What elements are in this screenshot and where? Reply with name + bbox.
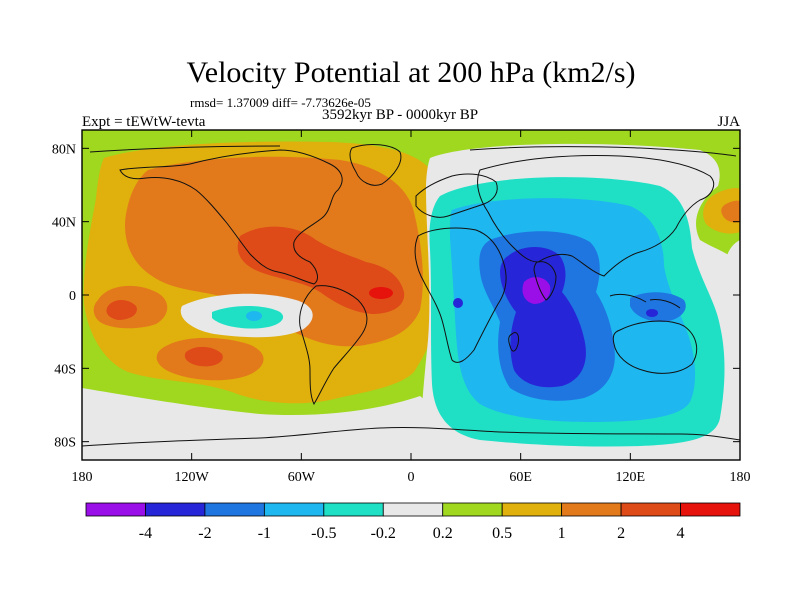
map-title: Velocity Potential at 200 hPa (km2/s)	[186, 56, 635, 89]
lat-tick-label: 40N	[52, 216, 76, 231]
lon-tick-label: 60E	[509, 470, 532, 485]
contour-fill-negative-4b	[453, 298, 463, 308]
contour-fill-negative-1-west	[246, 311, 262, 321]
coastline-south-america	[299, 285, 368, 406]
lon-tick-label: 180	[72, 470, 93, 485]
colorbar-label: -0.5	[311, 525, 336, 542]
coastline-indonesia	[609, 293, 681, 309]
lat-tick-label: 40S	[54, 362, 76, 377]
coastline-europe	[415, 173, 498, 218]
contour-fill-positive-2b	[106, 300, 137, 320]
season-label: JJA	[717, 114, 740, 130]
contour-fill-negative-min	[522, 277, 551, 304]
colorbar-swatch	[85, 502, 146, 517]
colorbar-label: -0.2	[371, 525, 396, 542]
colorbar-label: -4	[139, 525, 152, 542]
coastline-asia	[477, 155, 715, 277]
lon-tick-label: 120E	[616, 470, 646, 485]
colorbar-swatch	[442, 502, 503, 517]
coastline-arctic	[89, 145, 737, 157]
contour-fill-negative-4	[500, 247, 586, 388]
contour-fill-negative-0.2-south	[82, 388, 452, 460]
stats-line: rmsd= 1.37009 diff= -7.73626e-05	[190, 95, 371, 110]
contour-fill-negative-4c	[646, 309, 658, 317]
colorbar-label: 4	[677, 525, 685, 542]
coastline-greenland	[349, 144, 402, 186]
coastline-africa	[414, 227, 507, 363]
map-panel	[82, 130, 740, 460]
period-label: 3592kyr BP - 0000kyr BP	[322, 107, 478, 123]
colorbar-swatch	[561, 502, 622, 517]
coastline-india	[533, 261, 557, 301]
colorbar-swatch	[382, 502, 444, 517]
colorbar-swatch	[204, 502, 265, 517]
colorbar-label: 2	[617, 525, 625, 542]
colorbar-swatch	[620, 502, 681, 517]
lon-tick-label: 120W	[175, 470, 210, 485]
colorbar-swatch	[263, 502, 325, 517]
colorbar-swatch	[501, 502, 563, 517]
coastline-north-america	[119, 149, 343, 285]
colorbar: -4 -2 -1 -0.5 -0.2 0.2 0.5 1 2 4	[85, 502, 741, 542]
coastline-australia	[612, 320, 698, 374]
contour-fill-negative-2b	[630, 292, 686, 322]
coastline-antarctica	[82, 426, 740, 447]
lon-tick-label: 180	[730, 470, 751, 485]
colorbar-label: 1	[558, 525, 566, 542]
longitude-axis: 180 120W 60W 0 60E 120E 180	[72, 130, 751, 485]
contour-fill-positive-2	[237, 226, 405, 314]
colorbar-swatch	[680, 502, 741, 517]
colorbar-label: -1	[258, 525, 271, 542]
contour-fill-positive-2c	[184, 346, 223, 367]
lon-tick-label: 0	[408, 470, 415, 485]
latitude-axis: 80N 40N 0 40S 80S	[52, 142, 740, 451]
contour-fill-negative-0.2-east-edge	[724, 240, 740, 292]
colorbar-label: 0.5	[492, 525, 512, 542]
contour-fill-positive-4	[369, 287, 393, 299]
experiment-label: Expt = tEWtW-tevta	[82, 114, 206, 130]
lon-tick-label: 60W	[288, 470, 316, 485]
contour-fill-positive-1-east	[721, 200, 740, 223]
lat-tick-label: 80S	[54, 436, 76, 451]
colorbar-label: -2	[198, 525, 211, 542]
coastlines	[82, 144, 740, 447]
colorbar-swatch	[145, 502, 206, 517]
lat-tick-label: 80N	[52, 142, 76, 157]
colorbar-label: 0.2	[433, 525, 453, 542]
coastline-madagascar	[508, 331, 519, 352]
colorbar-swatch	[323, 502, 384, 517]
lat-tick-label: 0	[69, 289, 76, 304]
